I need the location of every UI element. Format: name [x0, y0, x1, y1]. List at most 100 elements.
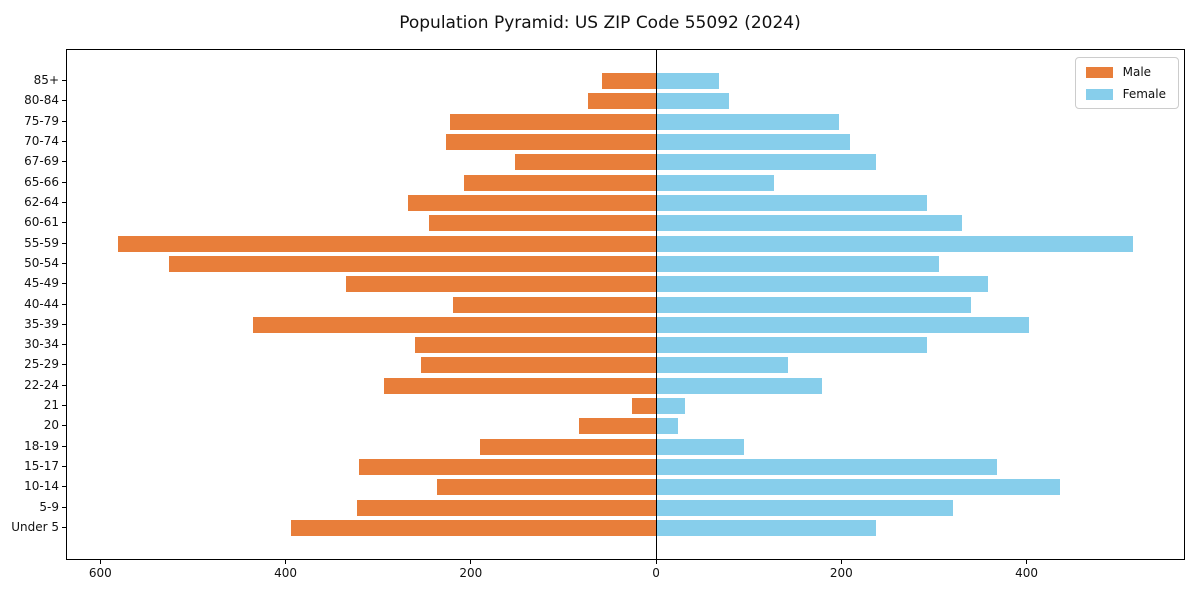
- y-tick-label: 20: [43, 418, 59, 433]
- chart-title: Population Pyramid: US ZIP Code 55092 (2…: [399, 13, 801, 33]
- male-bar: [515, 154, 657, 171]
- y-tick-mark: [62, 506, 66, 508]
- male-bar: [383, 377, 657, 394]
- male-bar: [117, 235, 657, 252]
- male-bar: [429, 215, 657, 232]
- y-tick-mark: [62, 80, 66, 81]
- male-bar: [420, 357, 657, 374]
- male-bar: [437, 479, 657, 496]
- legend: Male Female: [1074, 57, 1179, 109]
- female-bar: [656, 255, 940, 272]
- y-tick-label: 80-84: [24, 93, 59, 108]
- y-tick-mark: [62, 242, 66, 244]
- y-tick-label: 30-34: [24, 337, 59, 352]
- y-tick-label: 75-79: [24, 113, 59, 128]
- y-tick-label: Under 5: [11, 520, 59, 534]
- female-bar: [656, 154, 877, 171]
- y-tick-mark: [62, 120, 66, 122]
- legend-item-male: Male: [1085, 65, 1166, 79]
- legend-item-female: Female: [1085, 87, 1166, 101]
- legend-female-label: Female: [1122, 87, 1166, 101]
- y-tick-mark: [62, 344, 66, 346]
- y-tick-label: 50-54: [24, 255, 59, 270]
- y-tick-label: 85+: [33, 73, 59, 87]
- female-bar: [656, 520, 876, 536]
- male-bar: [356, 499, 657, 516]
- male-bar: [588, 93, 657, 110]
- x-tick-mark: [1026, 560, 1028, 564]
- y-tick-mark: [62, 527, 66, 528]
- y-tick-label: 22-24: [24, 377, 59, 392]
- plot-area: Male Female: [66, 49, 1185, 560]
- female-bar: [656, 499, 954, 516]
- y-tick-mark: [62, 161, 66, 163]
- y-tick-mark: [62, 283, 66, 285]
- female-bar: [656, 194, 927, 211]
- female-bar: [656, 337, 928, 354]
- y-tick-label: 45-49: [24, 276, 59, 291]
- male-bar: [453, 296, 657, 313]
- y-tick-mark: [62, 445, 66, 447]
- male-bar: [480, 438, 657, 455]
- female-bar: [656, 398, 685, 415]
- female-bar: [656, 316, 1030, 333]
- male-bar: [579, 418, 657, 435]
- male-bar: [631, 398, 657, 415]
- y-tick-mark: [62, 140, 66, 142]
- female-bar: [656, 479, 1060, 496]
- male-bar: [445, 133, 657, 150]
- y-tick-label: 10-14: [24, 479, 59, 494]
- y-tick-label: 62-64: [24, 194, 59, 209]
- y-tick-label: 55-59: [24, 235, 59, 250]
- x-tick-label: 400: [1015, 566, 1038, 580]
- x-tick-mark: [285, 560, 287, 564]
- male-bar: [358, 459, 657, 476]
- x-tick-mark: [470, 560, 472, 564]
- female-bar: [656, 113, 839, 130]
- legend-male-label: Male: [1122, 65, 1152, 79]
- female-bar: [656, 93, 730, 110]
- y-tick-label: 5-9: [39, 499, 59, 514]
- x-tick-mark: [99, 560, 101, 564]
- y-tick-label: 25-29: [24, 357, 59, 372]
- female-bar: [656, 459, 997, 476]
- female-bar: [656, 174, 774, 191]
- y-tick-mark: [62, 181, 66, 183]
- x-tick-label: 600: [88, 566, 112, 580]
- y-tick-mark: [62, 405, 66, 407]
- male-bar: [291, 520, 657, 536]
- x-tick-label: 400: [274, 566, 298, 580]
- y-tick-label: 40-44: [24, 296, 59, 311]
- female-bar: [656, 357, 788, 374]
- female-bar: [656, 215, 962, 232]
- y-tick-label: 70-74: [24, 133, 59, 148]
- y-tick-mark: [62, 222, 66, 224]
- male-bar: [407, 194, 657, 211]
- female-bar: [656, 418, 679, 435]
- male-bar: [253, 316, 657, 333]
- female-bar: [656, 438, 745, 455]
- female-bar: [656, 296, 971, 313]
- female-bar: [656, 377, 822, 394]
- y-tick-mark: [62, 100, 66, 102]
- x-tick-mark: [655, 560, 657, 564]
- male-bar: [345, 276, 657, 293]
- male-bar: [602, 73, 657, 89]
- y-tick-mark: [62, 466, 66, 468]
- female-color-swatch: [1085, 88, 1113, 100]
- y-tick-mark: [62, 486, 66, 488]
- y-tick-mark: [62, 323, 66, 325]
- y-tick-label: 65-66: [24, 174, 59, 189]
- y-tick-mark: [62, 425, 66, 427]
- y-tick-label: 35-39: [24, 316, 59, 331]
- x-tick-mark: [840, 560, 842, 564]
- x-tick-label: 200: [829, 566, 853, 580]
- female-bar: [656, 235, 1134, 252]
- male-bar: [464, 174, 657, 191]
- y-tick-mark: [62, 303, 66, 305]
- center-axis-line: [655, 50, 657, 559]
- y-tick-label: 21: [43, 398, 59, 413]
- female-bar: [656, 133, 850, 150]
- y-tick-mark: [62, 201, 66, 203]
- y-tick-label: 67-69: [24, 154, 59, 169]
